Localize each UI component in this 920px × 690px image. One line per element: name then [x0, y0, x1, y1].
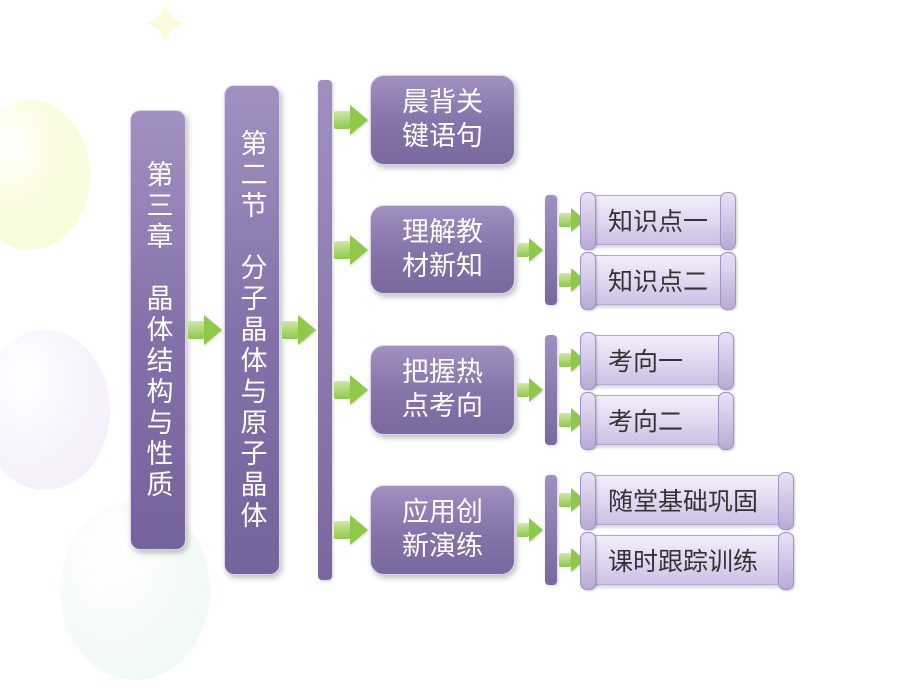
- topics-column: 晨背关键语句 理解教材新知 知识点一 知识点二 把握热点考向: [332, 75, 787, 585]
- leaf-node: 知识点一: [587, 195, 729, 245]
- arrow-icon: [517, 238, 543, 262]
- leaf-node: 知识点二: [587, 255, 729, 305]
- branch-pillar: [318, 80, 332, 580]
- leaf-node: 考向一: [587, 335, 727, 385]
- topic-node: 应用创新演练: [370, 485, 515, 575]
- topic-node: 把握热点考向: [370, 345, 515, 435]
- arrow-icon: [517, 378, 543, 402]
- leaf-node: 考向二: [587, 395, 727, 445]
- sub-pillar: [545, 195, 557, 305]
- arrow-icon: [334, 105, 368, 135]
- section-node: 第二节 分子晶体与原子晶体: [224, 85, 280, 575]
- arrow-icon: [517, 518, 543, 542]
- arrow-icon: [334, 515, 368, 545]
- topic-row: 晨背关键语句: [332, 75, 787, 165]
- arrow-icon: [334, 235, 368, 265]
- leaf-group: 考向一 考向二: [557, 335, 727, 445]
- decor-spark: ✦: [140, 0, 190, 60]
- leaf-node: 随堂基础巩固: [587, 475, 787, 525]
- sub-pillar: [545, 475, 557, 585]
- leaf-group: 知识点一 知识点二: [557, 195, 729, 305]
- topic-row: 把握热点考向 考向一 考向二: [332, 335, 787, 445]
- chapter-node: 第三章 晶体结构与性质: [130, 110, 186, 550]
- topic-node: 晨背关键语句: [370, 75, 515, 165]
- decor-balloon-yellow: [0, 100, 90, 250]
- topic-node: 理解教材新知: [370, 205, 515, 295]
- leaf-group: 随堂基础巩固 课时跟踪训练: [557, 475, 787, 585]
- decor-balloon-purple: [0, 330, 110, 490]
- arrow-icon: [334, 375, 368, 405]
- arrow-icon: [188, 315, 222, 345]
- sub-pillar: [545, 335, 557, 445]
- leaf-node: 课时跟踪训练: [587, 535, 787, 585]
- arrow-icon: [282, 315, 316, 345]
- topic-row: 应用创新演练 随堂基础巩固 课时跟踪训练: [332, 475, 787, 585]
- topic-row: 理解教材新知 知识点一 知识点二: [332, 195, 787, 305]
- diagram-root: 第三章 晶体结构与性质 第二节 分子晶体与原子晶体 晨背关键语句 理解教材新知 …: [130, 75, 787, 585]
